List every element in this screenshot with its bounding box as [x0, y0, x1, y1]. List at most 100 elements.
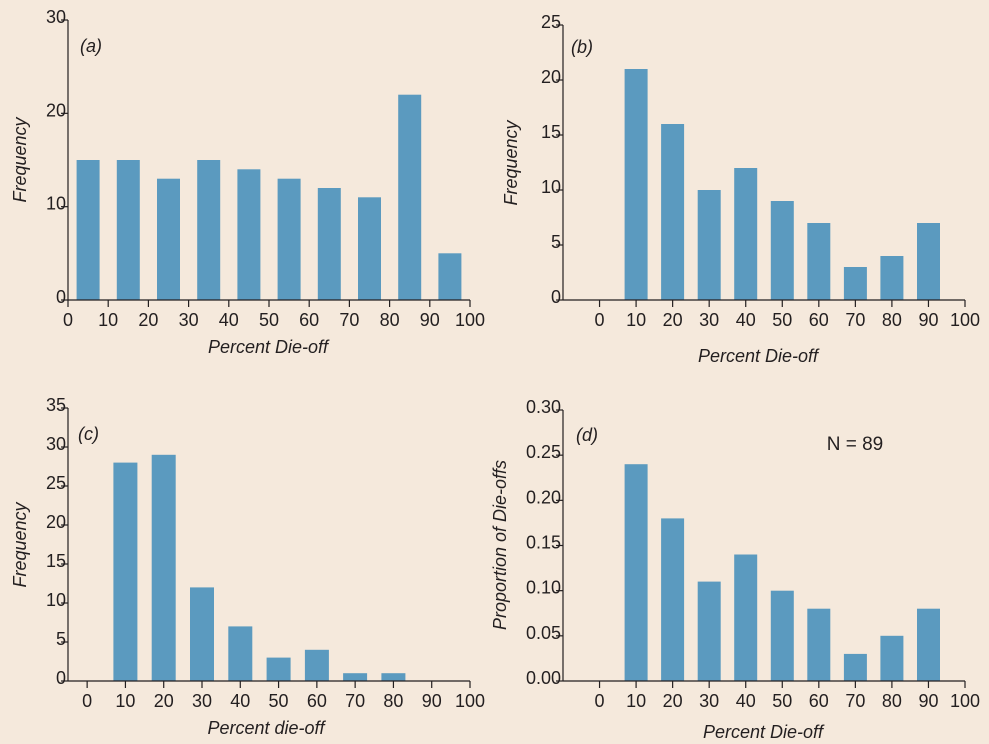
- x-tick-label: 90: [422, 691, 442, 711]
- x-tick-label: 80: [882, 310, 902, 330]
- y-tick-label: 20: [541, 67, 561, 87]
- x-tick-label: 70: [845, 310, 865, 330]
- x-tick-label: 30: [699, 310, 719, 330]
- bar: [304, 649, 329, 681]
- x-tick-label: 0: [595, 691, 605, 711]
- bar: [661, 518, 685, 681]
- x-tick-label: 90: [918, 691, 938, 711]
- x-tick-label: 10: [626, 310, 646, 330]
- panel-c: 0 5 10 15 20 25 30 35 0 10 20 30 40 50 60 70 80 90 100 (c) P…: [10, 395, 485, 738]
- bar: [157, 178, 180, 300]
- x-tick-label: 40: [230, 691, 250, 711]
- x-tick-label: 80: [380, 310, 400, 330]
- x-tick-label: 70: [845, 691, 865, 711]
- bar: [190, 587, 214, 681]
- bar: [624, 464, 648, 681]
- bar: [697, 190, 721, 300]
- panel-label: (d): [576, 425, 598, 445]
- y-axis-title: Frequency: [10, 116, 30, 202]
- bar: [358, 197, 381, 300]
- x-tick-label: 40: [736, 691, 756, 711]
- y-tick-label: 0.00: [526, 668, 561, 688]
- bar: [697, 581, 721, 681]
- x-tick-label: 20: [154, 691, 174, 711]
- x-tick-label: 60: [307, 691, 327, 711]
- sample-size-annotation: N = 89: [827, 434, 884, 455]
- y-tick-label: 15: [541, 122, 561, 142]
- x-axis-title: Percent Die-off: [703, 722, 825, 742]
- x-tick-label: 0: [63, 310, 73, 330]
- bar: [734, 554, 758, 681]
- y-tick-label: 30: [46, 7, 66, 27]
- y-tick-label: 0.10: [526, 578, 561, 598]
- bar: [151, 454, 176, 681]
- bar: [113, 462, 138, 681]
- bar: [116, 160, 140, 300]
- panel-b: 0 5 10 15 20 25 0 10 20 30 40 50 60 70 80 90 100 (b) Perce…: [501, 12, 980, 366]
- x-tick-label: 0: [595, 310, 605, 330]
- y-tick-label: 0: [56, 668, 66, 688]
- x-axis-title: Percent die-off: [207, 718, 326, 738]
- bar: [734, 168, 758, 300]
- bar: [770, 590, 794, 681]
- bar: [843, 267, 867, 300]
- x-tick-label: 50: [259, 310, 279, 330]
- y-axis-title: Frequency: [10, 501, 30, 587]
- y-tick-label: 0: [551, 287, 561, 307]
- bar: [880, 635, 904, 681]
- y-tick-label: 10: [46, 590, 66, 610]
- y-tick-label: 0.05: [526, 623, 561, 643]
- y-tick-label: 0.30: [526, 397, 561, 417]
- y-axis-title: Frequency: [501, 119, 521, 205]
- bar: [770, 201, 794, 300]
- bar: [381, 673, 406, 681]
- y-tick-label: 25: [46, 473, 66, 493]
- x-tick-label: 20: [663, 310, 683, 330]
- x-tick-label: 10: [626, 691, 646, 711]
- x-tick-label: 80: [383, 691, 403, 711]
- y-tick-label: 5: [551, 232, 561, 252]
- panel-label: (a): [80, 36, 102, 56]
- x-tick-label: 50: [772, 310, 792, 330]
- bar: [277, 178, 301, 300]
- x-tick-label: 50: [269, 691, 289, 711]
- x-tick-label: 70: [345, 691, 365, 711]
- y-tick-label: 10: [46, 194, 66, 214]
- bar: [398, 94, 422, 300]
- bar: [880, 256, 904, 300]
- x-tick-label: 40: [736, 310, 756, 330]
- x-tick-label: 100: [950, 310, 980, 330]
- y-tick-label: 5: [56, 629, 66, 649]
- bar: [228, 626, 253, 681]
- panel-label: (b): [571, 37, 593, 57]
- bar: [266, 657, 291, 681]
- x-tick-label: 60: [809, 691, 829, 711]
- bar: [197, 160, 221, 300]
- panel-d: 0.00 0.05 0.10 0.15 0.20 0.25 0.30 0 10 20 30 40 50 6…: [490, 397, 980, 742]
- bar: [76, 160, 100, 300]
- x-tick-label: 30: [179, 310, 199, 330]
- x-axis-title: Percent Die-off: [698, 346, 820, 366]
- bar: [624, 69, 648, 300]
- x-tick-label: 70: [339, 310, 359, 330]
- y-tick-label: 10: [541, 177, 561, 197]
- y-tick-label: 20: [46, 512, 66, 532]
- y-tick-label: 0.20: [526, 487, 561, 507]
- x-tick-label: 100: [950, 691, 980, 711]
- x-tick-label: 100: [455, 691, 485, 711]
- y-axis-title: Proportion of Die-offs: [490, 460, 510, 630]
- y-tick-label: 30: [46, 434, 66, 454]
- y-tick-label: 20: [46, 100, 66, 120]
- x-axis-title: Percent Die-off: [208, 337, 330, 357]
- y-tick-label: 0.15: [526, 533, 561, 553]
- x-tick-label: 60: [809, 310, 829, 330]
- x-tick-label: 20: [138, 310, 158, 330]
- panel-a: 0 10 20 30 0 10 20 30 40 50 60 70 80 90 100 (a) Percent …: [10, 7, 485, 357]
- x-tick-label: 10: [115, 691, 135, 711]
- bar: [917, 608, 940, 681]
- y-tick-label: 35: [46, 395, 66, 415]
- y-tick-label: 25: [541, 12, 561, 32]
- x-tick-label: 0: [82, 691, 92, 711]
